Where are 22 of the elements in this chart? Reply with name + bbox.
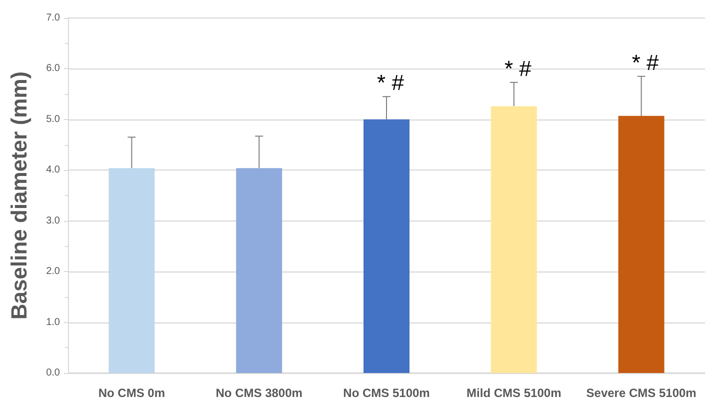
y-tick-label: 0.0 xyxy=(46,368,60,378)
y-tick-label: 4.0 xyxy=(46,164,60,176)
x-tick-label: No CMS 0m xyxy=(98,386,166,400)
y-tick-label: 3.0 xyxy=(46,215,60,226)
bar xyxy=(490,106,537,373)
x-tick-label: Severe CMS 5100m xyxy=(586,386,696,400)
annotation: * # xyxy=(504,56,532,81)
y-tick-label: 2.0 xyxy=(46,266,60,278)
x-tick-label: No CMS 5100m xyxy=(343,386,430,400)
y-tick-label: 1.0 xyxy=(46,316,60,328)
y-tick-label: 5.0 xyxy=(46,114,60,125)
annotation: * # xyxy=(377,70,405,96)
annotation: * # xyxy=(632,50,660,75)
x-tick-label: Mild CMS 5100m xyxy=(466,386,562,400)
y-tick-label: 7.0 xyxy=(46,12,60,24)
x-tick-label: No CMS 3800m xyxy=(216,386,302,400)
bar xyxy=(364,119,410,373)
y-axis-title: Baseline diameter (mm) xyxy=(6,71,32,320)
y-tick-label: 6.0 xyxy=(46,63,60,74)
bar xyxy=(236,168,282,373)
bar xyxy=(618,116,664,373)
bar xyxy=(108,168,155,373)
